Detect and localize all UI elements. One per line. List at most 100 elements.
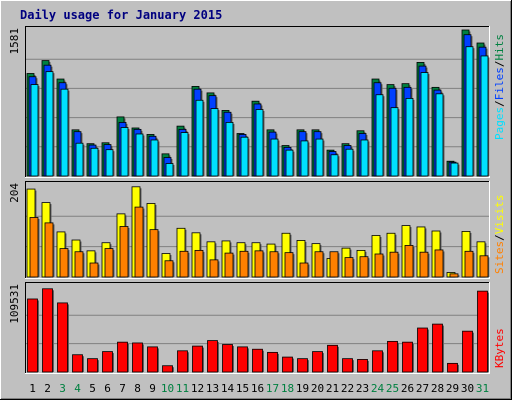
x-tick-label: 11 xyxy=(176,382,189,395)
x-tick-label: 10 xyxy=(161,382,174,395)
bar-pages-day-21 xyxy=(330,154,340,177)
x-tick-label: 27 xyxy=(416,382,429,395)
x-tick-label: 5 xyxy=(89,382,96,395)
bar-sites-day-30 xyxy=(464,250,475,278)
x-tick-label: 4 xyxy=(74,382,81,395)
bar-pages-day-22 xyxy=(345,148,355,177)
bar-kbytes-day-20 xyxy=(312,351,324,373)
legend-entry: Files xyxy=(493,67,506,100)
bar-kbytes-day-12 xyxy=(192,345,204,373)
bar-pages-day-5 xyxy=(90,147,100,177)
bar-sites-day-15 xyxy=(239,250,250,278)
x-tick-label: 14 xyxy=(221,382,235,395)
bar-pages-day-26 xyxy=(405,98,415,177)
bar-pages-day-29 xyxy=(450,162,460,177)
bar-sites-day-8 xyxy=(134,206,145,278)
chart-title: Daily usage for January 2015 xyxy=(20,8,222,22)
legend-entry: / xyxy=(493,100,506,107)
x-tick-label: 20 xyxy=(311,382,324,395)
legend-entry: KBytes xyxy=(493,328,506,368)
bar-pages-day-30 xyxy=(465,46,475,177)
x-tick-label: 30 xyxy=(461,382,474,395)
bar-kbytes-day-22 xyxy=(342,358,354,373)
bar-kbytes-day-30 xyxy=(462,330,474,373)
bar-kbytes-day-18 xyxy=(282,356,294,373)
bar-pages-day-13 xyxy=(210,108,220,177)
bar-sites-day-21 xyxy=(329,251,340,278)
x-tick-label: 6 xyxy=(104,382,111,395)
bar-kbytes-day-27 xyxy=(417,327,429,373)
bar-pages-day-16 xyxy=(255,109,265,177)
bar-pages-day-3 xyxy=(60,88,70,177)
y-max-label: 204 xyxy=(8,183,21,203)
bar-kbytes-day-4 xyxy=(72,354,84,373)
bar-kbytes-day-3 xyxy=(57,302,69,373)
bar-sites-day-28 xyxy=(434,249,445,278)
bar-sites-day-31 xyxy=(479,255,490,278)
y-max-label: 109531 xyxy=(8,284,21,324)
bar-sites-day-22 xyxy=(344,257,355,278)
bar-kbytes-day-2 xyxy=(42,288,54,373)
panel-visits-sites: 204 Sites/Visits xyxy=(8,181,506,279)
legend-entry: / xyxy=(493,61,506,68)
x-tick-label: 9 xyxy=(149,382,156,395)
bar-kbytes-day-13 xyxy=(207,340,219,373)
x-tick-label: 2 xyxy=(44,382,51,395)
bar-kbytes-day-6 xyxy=(102,351,114,373)
bar-sites-day-25 xyxy=(389,251,400,278)
bar-sites-day-10 xyxy=(164,260,175,278)
bar-sites-day-7 xyxy=(119,226,130,278)
bar-kbytes-day-29 xyxy=(447,362,459,373)
x-axis-labels: 1 2 3 4 5 6 7 8 9 10 11 12 13 14 15 16 17 18 19 20 21 22 23 24 2… xyxy=(29,382,489,395)
bar-kbytes-day-5 xyxy=(87,358,99,373)
x-tick-label: 16 xyxy=(251,382,264,395)
bar-pages-day-23 xyxy=(360,139,370,177)
x-tick-label: 3 xyxy=(59,382,66,395)
legend-entry: Sites xyxy=(493,241,506,274)
legend-entry: Pages xyxy=(493,107,506,140)
bar-pages-day-24 xyxy=(375,94,385,177)
bar-pages-day-18 xyxy=(285,149,295,177)
bar-pages-day-12 xyxy=(195,99,205,177)
x-tick-label: 8 xyxy=(134,382,141,395)
bar-pages-day-7 xyxy=(120,127,130,177)
x-tick-label: 7 xyxy=(119,382,126,395)
bar-sites-day-11 xyxy=(179,250,190,278)
legend-hits-files-pages: Pages/Files/Hits xyxy=(493,34,506,140)
bar-kbytes-day-25 xyxy=(387,340,399,373)
x-tick-label: 18 xyxy=(281,382,294,395)
bar-sites-day-27 xyxy=(419,251,430,278)
bar-kbytes-day-17 xyxy=(267,351,279,373)
bar-kbytes-day-16 xyxy=(252,348,264,373)
bar-sites-day-3 xyxy=(59,248,70,278)
legend-entry: Hits xyxy=(493,34,506,61)
x-tick-label: 15 xyxy=(236,382,249,395)
bar-sites-day-6 xyxy=(104,248,115,278)
bar-sites-day-24 xyxy=(374,253,385,278)
bar-kbytes-day-19 xyxy=(297,358,309,373)
chart-panels: 1581Pages/Files/Hits204Sites/Visits10953… xyxy=(8,26,506,374)
bar-pages-day-19 xyxy=(300,140,310,177)
x-tick-label: 22 xyxy=(341,382,354,395)
x-tick-label: 21 xyxy=(326,382,339,395)
x-tick-label: 31 xyxy=(476,382,489,395)
bar-kbytes-day-1 xyxy=(27,298,39,373)
bar-sites-day-16 xyxy=(254,250,265,278)
x-tick-label: 13 xyxy=(206,382,219,395)
legend-kbytes: KBytes xyxy=(493,328,506,368)
x-tick-label: 25 xyxy=(386,382,399,395)
bar-pages-day-4 xyxy=(75,142,85,177)
bar-sites-day-17 xyxy=(269,251,280,278)
bar-pages-day-17 xyxy=(270,138,280,177)
bar-pages-day-10 xyxy=(165,163,175,177)
bar-kbytes-day-10 xyxy=(162,365,174,373)
bar-sites-day-13 xyxy=(209,259,220,278)
bar-sites-day-5 xyxy=(89,262,100,278)
bar-sites-day-14 xyxy=(224,252,235,278)
bar-sites-day-1 xyxy=(29,217,40,278)
bar-sites-day-12 xyxy=(194,249,205,278)
bar-pages-day-6 xyxy=(105,149,115,177)
bar-pages-day-31 xyxy=(480,55,490,177)
bar-pages-day-1 xyxy=(30,84,40,177)
legend-visits-sites: Sites/Visits xyxy=(493,195,506,275)
